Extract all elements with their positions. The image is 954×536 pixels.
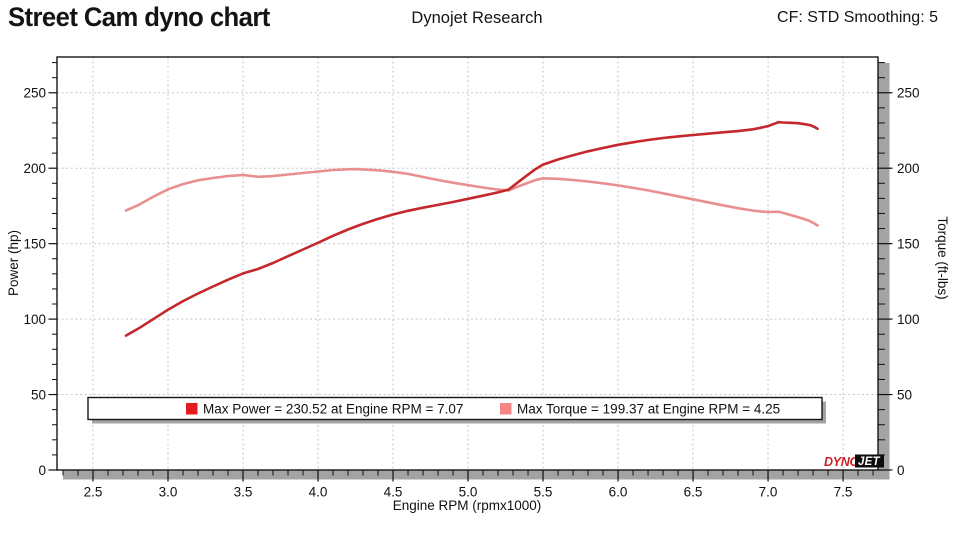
x-tick-label: 5.0: [459, 485, 478, 500]
axis-tick-labels: 2.5 3.0 3.5 4.0 4.5 5.0 5.5 6.0 6.5 7.0 7.5 0 0 50 50 1…: [23, 86, 919, 500]
x-tick-label: 3.5: [234, 485, 253, 500]
x-tick-label: 5.5: [534, 485, 553, 500]
y-left-tick-label: 100: [23, 312, 46, 327]
y-axis-right-title: Torque (ft-lbs): [935, 216, 950, 299]
x-axis-title: Engine RPM (rpmx1000): [393, 498, 542, 513]
dynojet-logo-jet-box: [855, 454, 884, 468]
curves: [124, 120, 819, 337]
page-title: Street Cam dyno chart: [8, 2, 270, 32]
plot-shadow-bottom: [63, 470, 890, 480]
dynojet-logo: DYNO JET: [824, 454, 884, 469]
y-left-tick-label: 150: [23, 236, 46, 251]
axis-ticks: [48, 62, 893, 482]
legend-max-torque-label: Max Torque = 199.37 at Engine RPM = 4.25: [517, 402, 780, 417]
y-right-tick-label: 200: [897, 161, 920, 176]
y-right-tick-label: 50: [897, 387, 912, 402]
y-right-tick-label: 250: [897, 86, 920, 101]
legend-power-swatch-icon: [186, 403, 198, 415]
y-left-tick-label: 200: [23, 161, 46, 176]
y-right-tick-label: 150: [897, 236, 920, 251]
x-tick-label: 2.5: [84, 485, 103, 500]
y-right-tick-label: 0: [897, 463, 905, 478]
legend-torque-swatch-icon: [500, 403, 512, 415]
power-curve: [124, 120, 819, 337]
y-left-tick-label: 0: [38, 463, 46, 478]
plot-shadow-right: [878, 63, 890, 479]
gridlines: [57, 57, 878, 470]
x-tick-label: 4.5: [384, 485, 403, 500]
x-tick-label: 7.5: [834, 485, 853, 500]
header-smoothing-label: CF: STD Smoothing: 5: [777, 9, 938, 26]
y-left-tick-label: 50: [31, 387, 46, 402]
y-right-tick-label: 100: [897, 312, 920, 327]
dynojet-logo-dyno: DYNO: [824, 455, 859, 469]
x-tick-label: 4.0: [309, 485, 328, 500]
legend-box: [87, 396, 823, 421]
header-subtitle: Dynojet Research: [411, 9, 543, 27]
x-tick-label: 6.5: [684, 485, 703, 500]
dynojet-logo-jet: JET: [858, 456, 880, 468]
legend: Max Power = 230.52 at Engine RPM = 7.07 …: [87, 396, 826, 424]
x-tick-label: 7.0: [759, 485, 778, 500]
legend-max-power-label: Max Power = 230.52 at Engine RPM = 7.07: [203, 402, 463, 417]
x-tick-label: 3.0: [159, 485, 178, 500]
y-left-tick-label: 250: [23, 86, 46, 101]
x-tick-label: 6.0: [609, 485, 628, 500]
y-axis-left-title: Power (hp): [6, 230, 21, 296]
